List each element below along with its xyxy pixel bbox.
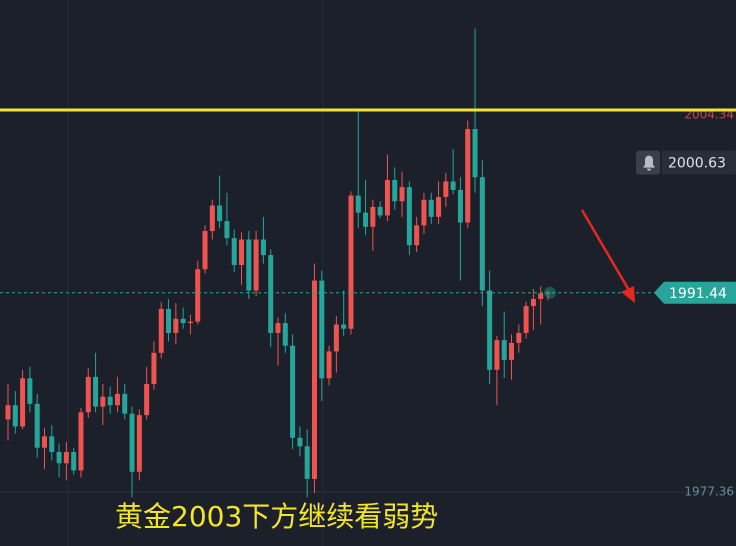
candle-body xyxy=(246,239,252,291)
candle-body xyxy=(260,239,266,256)
candle-body xyxy=(479,177,485,291)
candle-body xyxy=(494,340,500,370)
candle-body xyxy=(450,181,456,190)
candle-body xyxy=(41,436,47,448)
candle-body xyxy=(166,308,172,333)
candle-body xyxy=(12,405,18,427)
candle-body xyxy=(538,293,544,299)
candle-body xyxy=(443,181,449,198)
candle-body xyxy=(414,225,420,246)
candle-body xyxy=(384,180,390,216)
last-price-label: 1991.44 xyxy=(669,286,727,302)
candle-body xyxy=(399,187,405,202)
candle-body xyxy=(457,189,463,223)
candle-body xyxy=(231,238,237,265)
candle-body xyxy=(144,383,150,416)
candle-body xyxy=(114,393,120,406)
candle-body xyxy=(319,280,325,379)
candle-body xyxy=(107,396,113,406)
candle-body xyxy=(377,206,383,216)
candle-body xyxy=(501,340,507,360)
candle-body xyxy=(195,269,201,322)
candle-body xyxy=(187,321,193,324)
last-price-tag xyxy=(654,281,736,304)
candle-body xyxy=(71,451,77,471)
candle-body xyxy=(5,405,11,420)
candle-body xyxy=(34,403,40,448)
candle-body xyxy=(370,206,376,227)
candle-body xyxy=(27,378,33,404)
candle-body xyxy=(428,199,434,217)
last-price-glow xyxy=(544,286,556,299)
candle-body xyxy=(217,205,223,222)
y-tick-label: 1977.36 xyxy=(684,485,734,499)
candle-body xyxy=(158,308,164,353)
alert-bell xyxy=(643,155,655,171)
candle-body xyxy=(487,290,493,370)
arrow-head xyxy=(621,286,635,303)
candle-body xyxy=(290,345,296,438)
candle-body xyxy=(268,255,274,333)
candle-body xyxy=(341,324,347,329)
candle-body xyxy=(363,212,369,227)
candle-body xyxy=(253,239,259,291)
candle-body xyxy=(209,205,215,232)
candle-body xyxy=(348,195,354,329)
candle-body xyxy=(173,318,179,333)
candle-body xyxy=(472,129,478,178)
candle-body xyxy=(20,378,26,427)
candle-body xyxy=(122,393,128,414)
candle-body xyxy=(202,231,208,270)
candle-body xyxy=(275,323,281,333)
candle-body xyxy=(304,446,310,479)
candle-body xyxy=(523,306,529,333)
candle-body xyxy=(406,187,412,246)
candle-body xyxy=(421,199,427,226)
candle-body xyxy=(326,351,332,379)
candle-body xyxy=(436,197,442,217)
candle-body xyxy=(180,318,186,324)
candle-body xyxy=(297,437,303,447)
candle-body xyxy=(509,342,515,360)
candle-body xyxy=(85,376,91,413)
candle-body xyxy=(63,451,69,464)
candle-body xyxy=(311,280,317,479)
candle-body xyxy=(224,221,230,239)
candle-body xyxy=(129,413,135,472)
candle-body xyxy=(530,298,536,307)
candle-body xyxy=(465,129,471,223)
candle-body xyxy=(355,195,361,213)
candle-body xyxy=(239,239,245,265)
candle-body xyxy=(282,323,288,346)
candle-body xyxy=(516,332,522,343)
candle-body xyxy=(93,376,99,407)
candle-body xyxy=(151,352,157,384)
candle-body xyxy=(56,451,62,464)
alert-price-label: 2000.63 xyxy=(668,156,726,172)
candle-body xyxy=(49,436,55,452)
candle-body xyxy=(392,180,398,202)
candle-body xyxy=(78,412,84,471)
candle-body xyxy=(333,324,339,352)
alert-box xyxy=(662,150,736,175)
candle-body xyxy=(100,396,106,407)
arrow xyxy=(580,209,632,293)
annotation: 黄金2003下方继续看弱势 xyxy=(115,500,438,533)
candle-body xyxy=(136,415,142,472)
